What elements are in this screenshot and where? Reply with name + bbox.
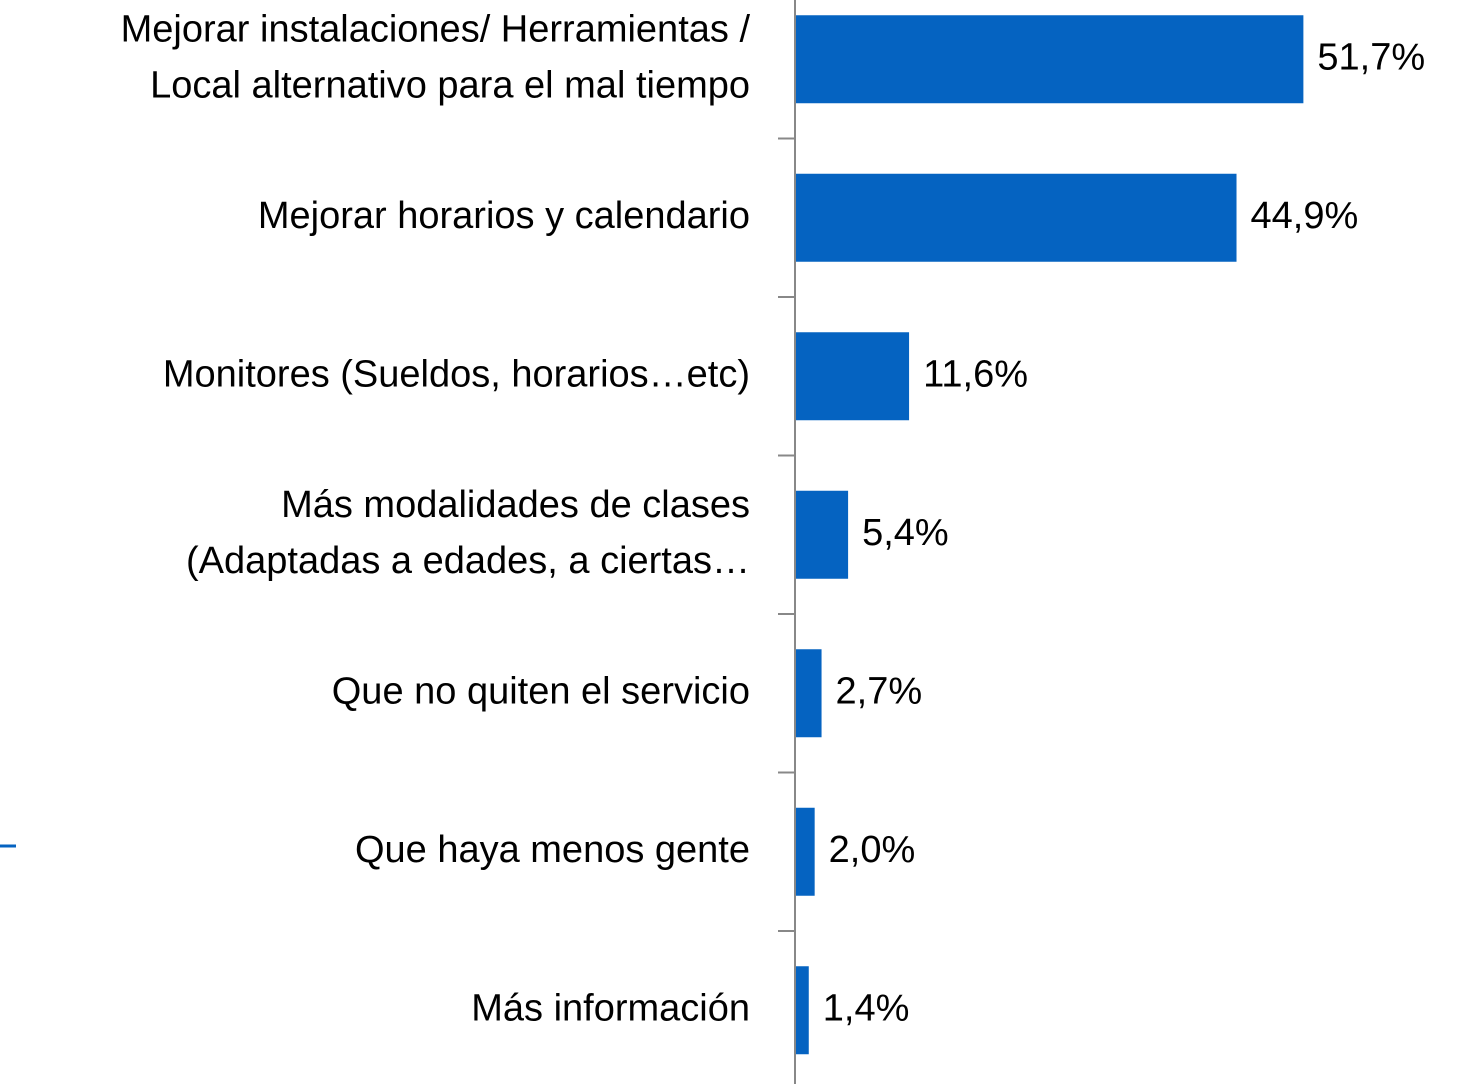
value-label: 1,4% xyxy=(823,987,910,1029)
bar xyxy=(795,966,809,1055)
bar xyxy=(795,807,815,896)
category-label-line: (Adaptadas a edades, a ciertas… xyxy=(186,540,750,582)
category-label-line: Mejorar instalaciones/ Herramientas / xyxy=(121,8,751,50)
bar xyxy=(795,649,822,738)
category-label: Que haya menos gente xyxy=(355,829,750,871)
category-label: Mejorar instalaciones/ Herramientas / Loc… xyxy=(121,8,751,106)
value-label: 44,9% xyxy=(1251,195,1359,237)
value-label: 2,0% xyxy=(829,829,916,871)
bar xyxy=(795,173,1237,262)
category-label: Más información xyxy=(471,987,750,1029)
bar xyxy=(795,15,1304,104)
category-label: Que no quiten el servicio xyxy=(332,670,750,712)
value-label: 51,7% xyxy=(1317,36,1425,78)
value-label: 2,7% xyxy=(836,670,923,712)
value-label: 5,4% xyxy=(862,512,949,554)
bar xyxy=(795,490,849,579)
value-label: 11,6% xyxy=(923,353,1028,395)
category-label-line: Local alternativo para el mal tiempo xyxy=(150,64,750,106)
category-label-line: Más modalidades de clases xyxy=(281,484,750,526)
category-label: Monitores (Sueldos, horarios…etc) xyxy=(163,353,750,395)
bar xyxy=(795,332,910,421)
category-label: Mejorar horarios y calendario xyxy=(258,195,750,237)
category-label: Más modalidades de clases (Adaptadas a ed… xyxy=(186,484,750,582)
